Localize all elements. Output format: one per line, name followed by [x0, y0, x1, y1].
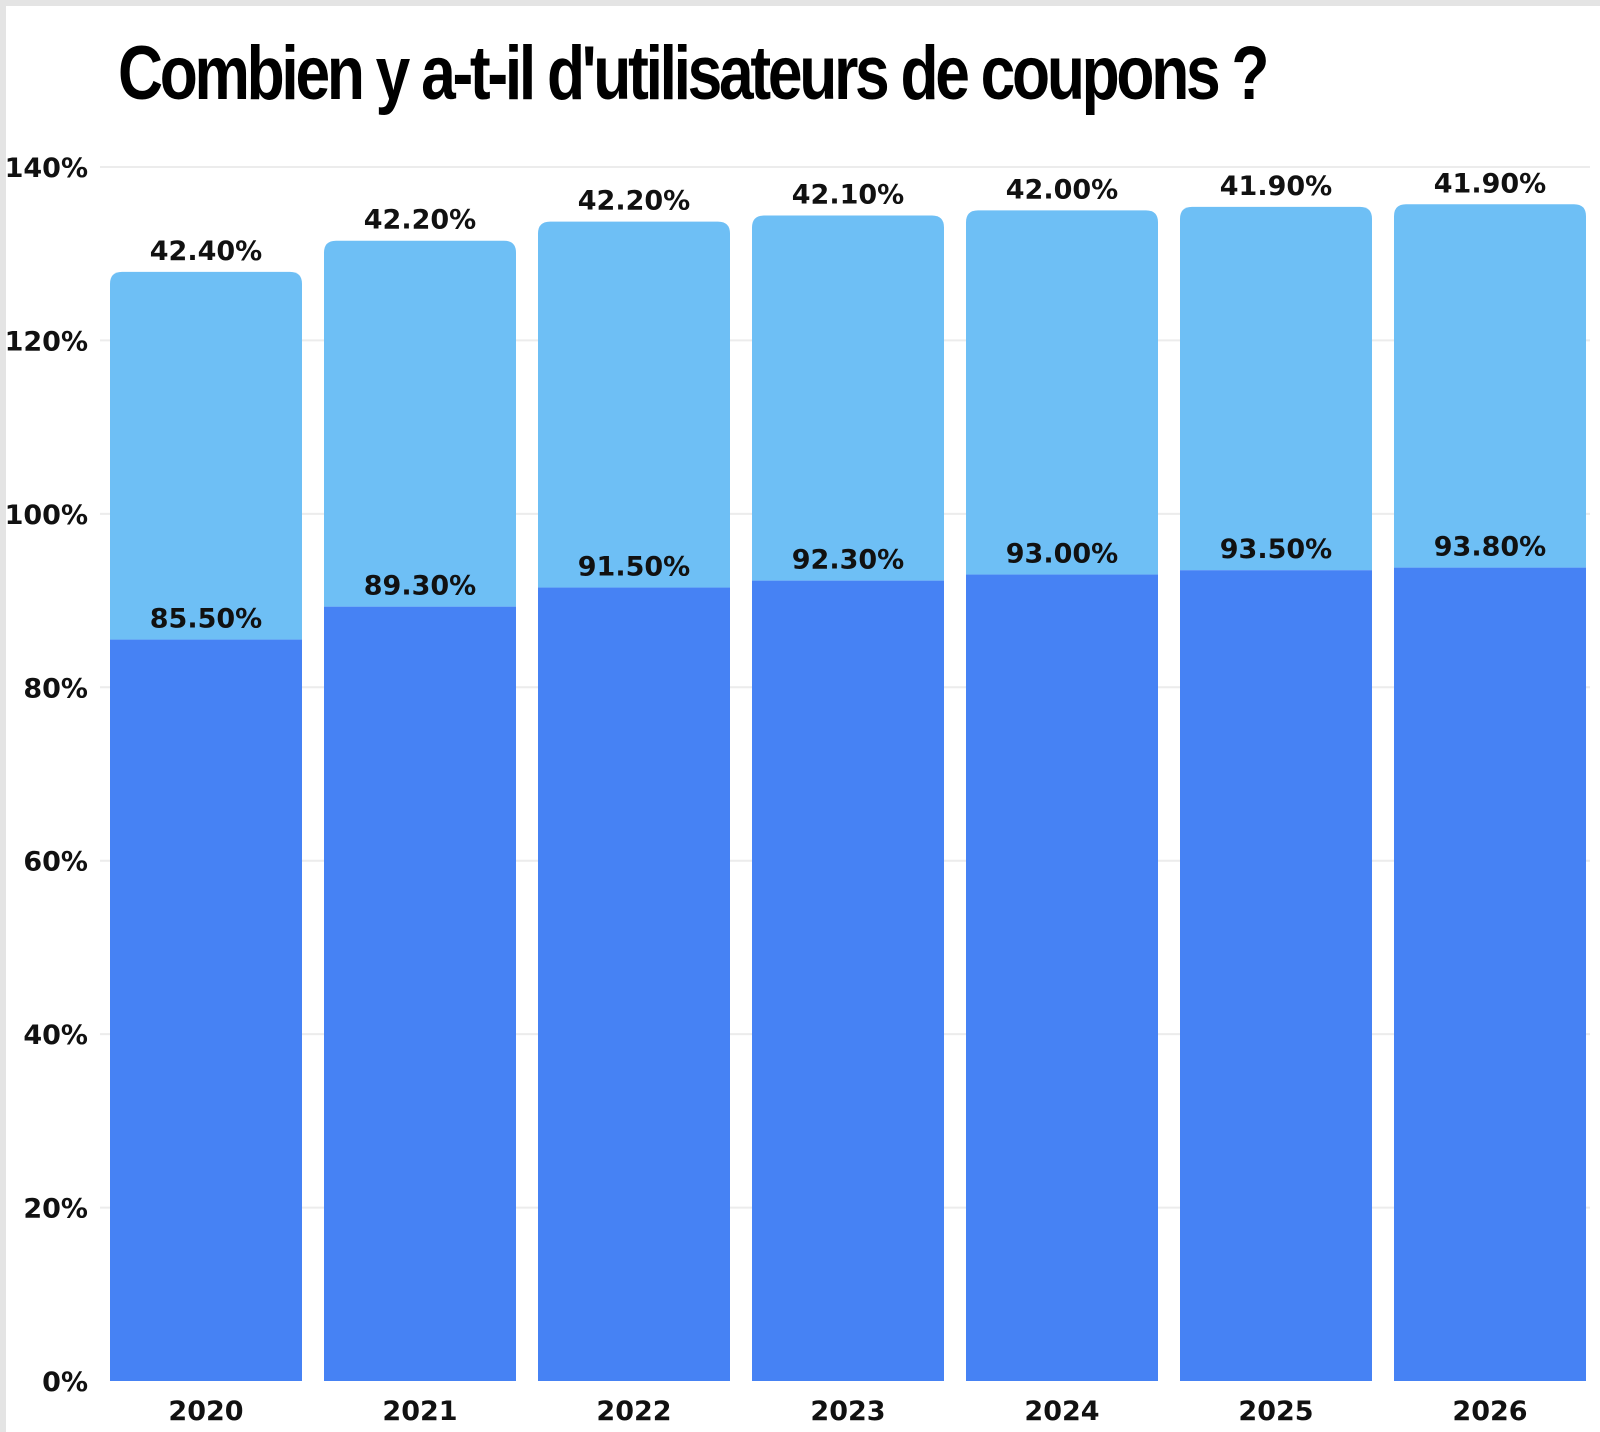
- data-label-bottom: 93.00%: [1006, 539, 1118, 570]
- bar-segment-top: [966, 210, 1158, 575]
- bar-segment-bottom: [1180, 570, 1372, 1381]
- bar-segment-bottom: [110, 639, 302, 1381]
- data-label-bottom: 91.50%: [578, 552, 690, 583]
- bar-segment-bottom: [752, 580, 944, 1381]
- x-tick-label: 2026: [1452, 1396, 1527, 1427]
- data-label-top: 41.90%: [1220, 171, 1332, 202]
- y-tick-label: 100%: [5, 500, 88, 531]
- y-tick-label: 120%: [5, 326, 88, 357]
- data-label-top: 42.20%: [578, 186, 690, 217]
- y-tick-label: 140%: [5, 153, 88, 184]
- bar-segment-bottom: [538, 587, 730, 1381]
- bar-segment-top: [110, 271, 302, 640]
- x-tick-label: 2021: [382, 1396, 457, 1427]
- x-tick-label: 2022: [596, 1396, 671, 1427]
- data-label-top: 42.40%: [150, 236, 262, 267]
- bar-segment-top: [752, 215, 944, 581]
- x-tick-label: 2025: [1238, 1396, 1313, 1427]
- bar-segment-bottom: [966, 574, 1158, 1381]
- data-label-bottom: 93.50%: [1220, 534, 1332, 565]
- data-label-top: 42.20%: [364, 205, 476, 236]
- y-tick-label: 60%: [23, 847, 88, 878]
- chart-title: Combien y a-t-il d'utilisateurs de coupo…: [118, 31, 1269, 116]
- bar-segment-top: [538, 221, 730, 588]
- data-label-top: 42.00%: [1006, 174, 1118, 205]
- bar-segment-top: [1394, 204, 1586, 568]
- data-label-top: 42.10%: [792, 180, 904, 211]
- y-tick-label: 40%: [23, 1020, 88, 1051]
- y-tick-label: 0%: [42, 1367, 88, 1398]
- y-tick-label: 80%: [23, 673, 88, 704]
- x-tick-label: 2024: [1024, 1396, 1099, 1427]
- data-label-top: 41.90%: [1434, 168, 1546, 199]
- data-label-bottom: 85.50%: [150, 604, 262, 635]
- x-tick-label: 2023: [810, 1396, 885, 1427]
- data-label-bottom: 89.30%: [364, 571, 476, 602]
- bar-segment-top: [324, 240, 516, 607]
- data-label-bottom: 92.30%: [792, 545, 904, 576]
- x-tick-label: 2020: [168, 1396, 243, 1427]
- bar-segment-bottom: [1394, 567, 1586, 1381]
- y-tick-label: 20%: [23, 1194, 88, 1225]
- data-label-bottom: 93.80%: [1434, 532, 1546, 563]
- bar-segment-top: [1180, 206, 1372, 571]
- bar-segment-bottom: [324, 606, 516, 1381]
